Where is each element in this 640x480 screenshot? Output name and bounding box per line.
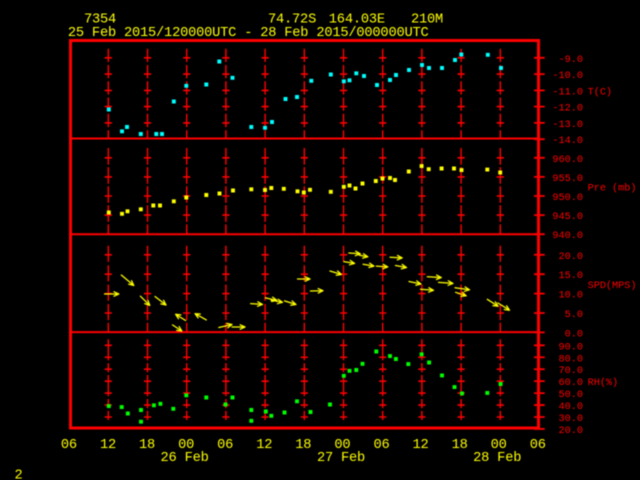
svg-text:90.0: 90.0	[559, 342, 583, 353]
svg-text:20.0: 20.0	[559, 426, 583, 437]
svg-text:26 Feb: 26 Feb	[161, 451, 209, 466]
svg-text:0.0: 0.0	[565, 329, 583, 340]
svg-text:-10.0: -10.0	[552, 71, 583, 82]
svg-text:12: 12	[256, 438, 272, 453]
svg-text:06: 06	[530, 438, 546, 453]
svg-text:-13.0: -13.0	[552, 120, 583, 131]
svg-text:70.0: 70.0	[559, 366, 583, 377]
svg-text:60.0: 60.0	[559, 378, 583, 389]
svg-text:T(C): T(C)	[588, 86, 612, 98]
svg-text:940.0: 940.0	[552, 231, 583, 242]
svg-text:960.0: 960.0	[552, 155, 583, 166]
svg-text:2: 2	[15, 469, 23, 480]
svg-text:06: 06	[61, 438, 77, 453]
svg-text:30.0: 30.0	[559, 414, 583, 425]
svg-text:25 Feb 2015/120000UTC - 28 Feb: 25 Feb 2015/120000UTC - 28 Feb 2015/0000…	[68, 26, 429, 41]
svg-text:20.0: 20.0	[559, 252, 583, 263]
svg-text:164.03E: 164.03E	[329, 13, 385, 28]
svg-text:-12.0: -12.0	[552, 104, 583, 115]
svg-text:-11.0: -11.0	[552, 87, 583, 98]
svg-text:Pre (mb): Pre (mb)	[588, 183, 637, 195]
svg-text:40.0: 40.0	[559, 402, 583, 413]
svg-text:18: 18	[139, 438, 155, 453]
svg-text:7354: 7354	[84, 13, 116, 28]
svg-text:-9.0: -9.0	[559, 55, 583, 66]
svg-text:-14.0: -14.0	[552, 136, 583, 147]
svg-text:28 Feb: 28 Feb	[473, 451, 521, 466]
svg-text:5.0: 5.0	[565, 310, 583, 321]
svg-text:50.0: 50.0	[559, 390, 583, 401]
svg-text:950.0: 950.0	[552, 193, 583, 204]
svg-text:210M: 210M	[411, 13, 443, 28]
svg-text:06: 06	[373, 438, 389, 453]
svg-text:18: 18	[295, 438, 311, 453]
svg-text:SPD(MPS): SPD(MPS)	[588, 280, 637, 292]
svg-text:955.0: 955.0	[552, 174, 583, 185]
svg-text:10.0: 10.0	[559, 291, 583, 302]
svg-text:00: 00	[334, 438, 350, 453]
svg-text:945.0: 945.0	[552, 212, 583, 223]
svg-text:74.72S: 74.72S	[268, 13, 316, 28]
svg-text:06: 06	[217, 438, 233, 453]
svg-text:RH(%): RH(%)	[588, 377, 619, 389]
svg-text:12: 12	[413, 438, 429, 453]
svg-text:00: 00	[491, 438, 507, 453]
svg-text:15.0: 15.0	[559, 271, 583, 282]
svg-text:27 Feb: 27 Feb	[317, 451, 365, 466]
svg-text:12: 12	[100, 438, 116, 453]
svg-text:80.0: 80.0	[559, 354, 583, 365]
svg-text:18: 18	[452, 438, 468, 453]
svg-text:00: 00	[178, 438, 194, 453]
